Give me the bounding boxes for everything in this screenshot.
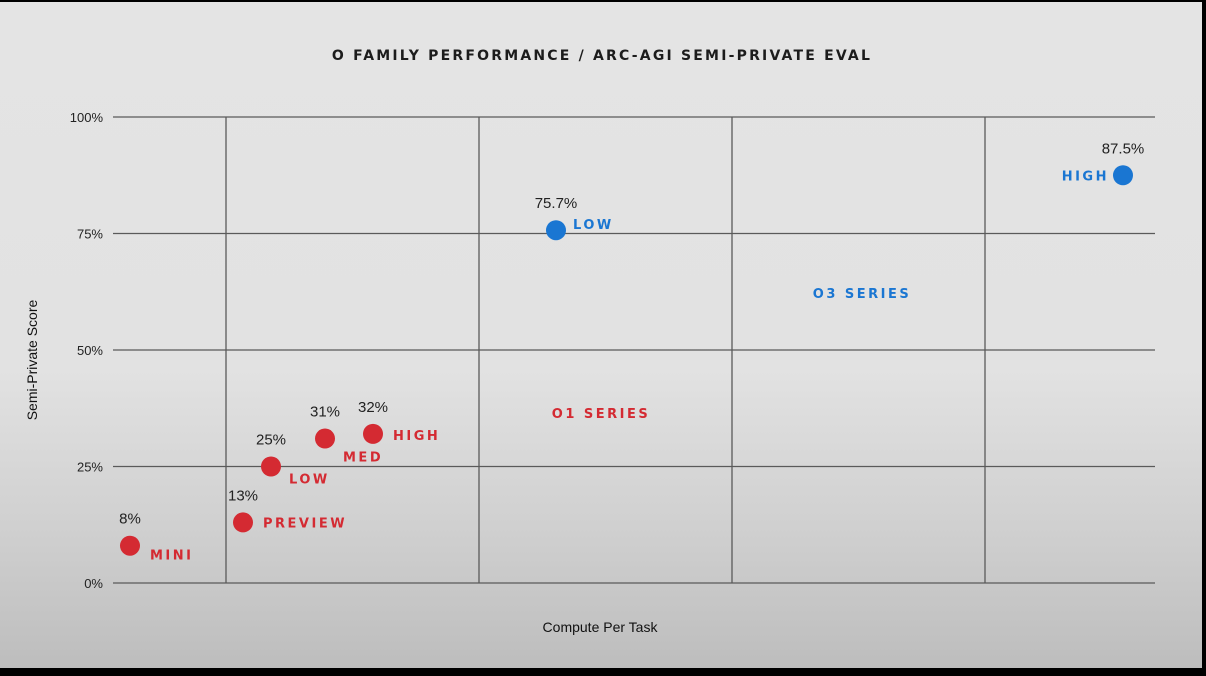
point-marker <box>363 423 383 444</box>
grid <box>113 116 1155 584</box>
series-label-o3: O3 SERIES <box>813 287 911 302</box>
y-tick-label: 100% <box>70 110 104 125</box>
y-tick-label: 75% <box>77 227 103 242</box>
point-label: MINI <box>150 549 194 564</box>
data-points: 8% MINI 13% PREVIEW 25% LOW 31% MED 32% HIGH 75.7%… <box>119 140 1144 563</box>
data-point: 25% LOW <box>256 432 330 488</box>
series-label-o1: O1 SERIES <box>552 407 650 422</box>
point-marker <box>261 456 281 477</box>
point-label: HIGH <box>393 429 440 444</box>
data-point: 31% MED <box>310 404 383 466</box>
value-label: 13% <box>228 487 258 504</box>
point-label: HIGH <box>1062 169 1109 184</box>
point-marker <box>120 535 140 556</box>
y-axis-label: Semi-Private Score <box>24 299 40 420</box>
value-label: 32% <box>358 399 388 416</box>
data-point: 87.5% HIGH <box>1062 140 1145 186</box>
data-point: 13% PREVIEW <box>228 487 347 533</box>
y-tick-label: 25% <box>77 460 103 475</box>
point-marker <box>233 512 253 533</box>
data-point: 32% HIGH <box>358 399 440 444</box>
data-point: 8% MINI <box>119 511 194 564</box>
point-marker <box>1113 165 1133 186</box>
value-label: 25% <box>256 432 286 449</box>
point-label: LOW <box>289 473 330 488</box>
point-label: PREVIEW <box>263 516 347 531</box>
chart-title: O FAMILY PERFORMANCE / ARC-AGI SEMI-PRIV… <box>332 48 872 64</box>
value-label: 31% <box>310 404 340 421</box>
data-point: 75.7% LOW <box>535 195 614 241</box>
point-label: MED <box>343 451 383 466</box>
x-axis-label: Compute Per Task <box>543 619 659 635</box>
point-label: LOW <box>573 218 614 233</box>
y-tick-label: 50% <box>77 343 103 358</box>
point-marker <box>315 428 335 449</box>
value-label: 75.7% <box>535 195 578 212</box>
value-label: 87.5% <box>1102 140 1145 157</box>
point-marker <box>546 220 566 241</box>
y-tick-label: 0% <box>84 576 103 591</box>
y-axis-ticks: 0% 25% 50% 75% 100% <box>70 110 104 591</box>
value-label: 8% <box>119 511 141 528</box>
